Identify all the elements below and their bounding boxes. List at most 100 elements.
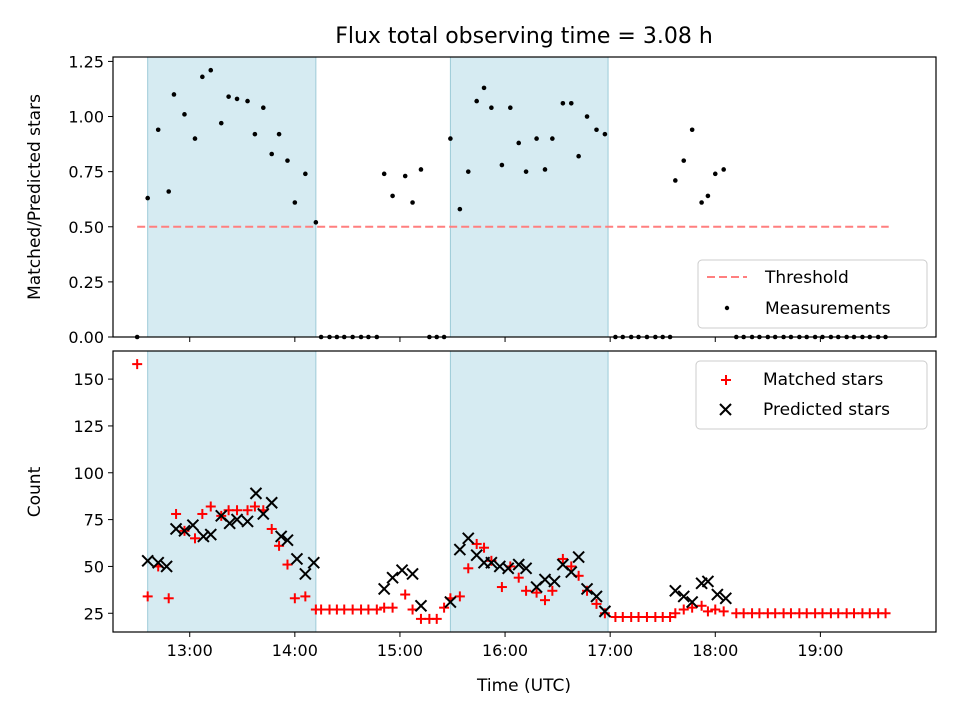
top-panel: 0.00 0.25 0.50 0.75 1.00 1.25 Matched/Predict… [25,52,937,347]
matched-point [833,608,844,619]
measurement-point [402,173,408,179]
measurement-point [689,127,695,133]
matched-point [591,598,602,609]
matched-point [232,505,243,516]
legend-threshold-label: Threshold [764,268,849,288]
predicted-point [685,595,699,609]
measurement-point [192,136,198,141]
matched-point [439,602,450,613]
bottom-y-ticks: 25 50 75 100 125 150 [73,370,113,623]
matched-point [513,572,524,583]
matched-point [205,501,216,512]
matched-point [817,608,828,619]
predicted-point [230,513,244,526]
matched-point [547,585,558,596]
measurement-point [145,195,150,201]
matched-point [496,582,507,593]
predicted-point [281,533,294,547]
matched-point [617,612,628,623]
matched-point [379,602,390,613]
bottom-y-tick-label: 100 [73,464,104,483]
bottom-shaded-interval [147,350,317,633]
measurement-point [568,100,574,106]
matched-point [371,604,382,615]
matched-point [300,591,311,602]
bottom-axes-frame [112,350,937,633]
matched-point [142,591,153,602]
bottom-y-tick-label: 75 [84,511,104,530]
measurement-point [594,127,599,133]
measurement-point [508,105,513,111]
matched-point [347,604,358,615]
predicted-point [274,530,288,543]
predicted-point [307,556,320,569]
matched-point [670,608,681,619]
predicted-point [257,507,270,521]
measurement-point [673,178,678,183]
measurement-point [584,114,590,119]
matched-point [189,533,200,544]
measurement-point [699,200,704,205]
predicted-point [204,528,217,541]
matched-point [678,604,689,615]
measurement-point [381,171,387,177]
bottom-legend-box [695,360,928,430]
legend-predicted-swatch [719,403,732,416]
predicted-point [462,532,475,545]
measurement-point [200,74,205,80]
measurement-point [252,131,258,137]
matched-point [479,542,490,553]
matched-point [415,613,426,624]
measurement-point [418,167,424,172]
matched-point [400,589,411,600]
measurement-point [489,105,494,111]
measurement-point [171,92,177,97]
matched-point [132,359,143,370]
matched-point [539,595,550,606]
bottom-y-tick-label: 125 [73,417,104,436]
bottom-shaded-intervals [147,350,609,633]
predicted-point [565,565,578,579]
measurement-point [481,85,487,91]
predicted-point [590,590,603,603]
bottom-matched-points [132,359,891,624]
predicted-point [580,582,594,596]
matched-point [849,608,860,619]
measurement-point [712,171,718,177]
x-tick-label: 19:00 [797,641,843,660]
matched-point [171,508,182,519]
measurement-point [208,67,214,73]
measurement-point [218,120,224,126]
top-legend-box [697,259,928,329]
matched-point [665,612,676,623]
matched-point [702,606,713,617]
measurement-point [474,98,479,104]
matched-point [282,559,293,570]
matched-point [738,608,749,619]
top-y-tick-label: 0.25 [68,273,104,292]
matched-point [289,593,300,604]
bottom-predicted-points [141,487,732,618]
predicted-point [299,567,312,581]
bottom-y-tick-label: 50 [84,557,104,576]
legend-predicted-label: Predicted stars [763,400,890,420]
top-y-tick-label: 1.00 [68,108,104,127]
measurement-point [542,167,548,172]
measurement-point [465,169,471,174]
matched-point [242,505,253,516]
predicted-point [178,524,191,538]
measurement-point [292,200,298,205]
bottom-shaded-interval [449,350,609,633]
predicted-point [265,496,278,509]
measurement-point [261,105,266,111]
top-axes-frame [112,56,937,338]
matched-point [339,604,350,615]
predicted-point [719,592,732,605]
matched-point [316,604,327,615]
predicted-point [377,582,391,596]
x-tick-label: 15:00 [377,641,423,660]
predicted-point [701,575,715,588]
predicted-point [241,515,254,528]
matched-point [463,563,474,574]
